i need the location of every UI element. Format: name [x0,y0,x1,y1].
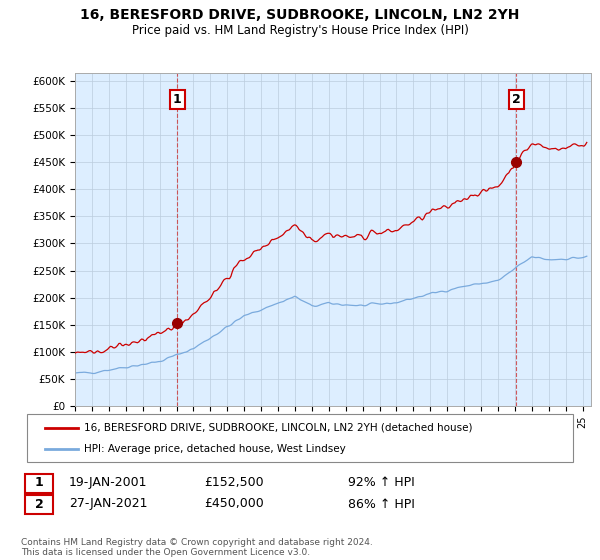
Text: 92% ↑ HPI: 92% ↑ HPI [348,476,415,489]
Text: Contains HM Land Registry data © Crown copyright and database right 2024.
This d: Contains HM Land Registry data © Crown c… [21,538,373,557]
Text: Price paid vs. HM Land Registry's House Price Index (HPI): Price paid vs. HM Land Registry's House … [131,24,469,36]
Text: 2: 2 [35,497,43,511]
Text: 16, BERESFORD DRIVE, SUDBROOKE, LINCOLN, LN2 2YH (detached house): 16, BERESFORD DRIVE, SUDBROOKE, LINCOLN,… [84,423,473,433]
Text: 16, BERESFORD DRIVE, SUDBROOKE, LINCOLN, LN2 2YH: 16, BERESFORD DRIVE, SUDBROOKE, LINCOLN,… [80,8,520,22]
Text: 2: 2 [512,93,520,106]
Text: 1: 1 [173,93,182,106]
Text: £450,000: £450,000 [204,497,264,511]
Text: 86% ↑ HPI: 86% ↑ HPI [348,497,415,511]
Text: 19-JAN-2001: 19-JAN-2001 [69,476,148,489]
Text: 27-JAN-2021: 27-JAN-2021 [69,497,148,511]
Text: HPI: Average price, detached house, West Lindsey: HPI: Average price, detached house, West… [84,444,346,454]
Text: 1: 1 [35,476,43,489]
Text: £152,500: £152,500 [204,476,263,489]
